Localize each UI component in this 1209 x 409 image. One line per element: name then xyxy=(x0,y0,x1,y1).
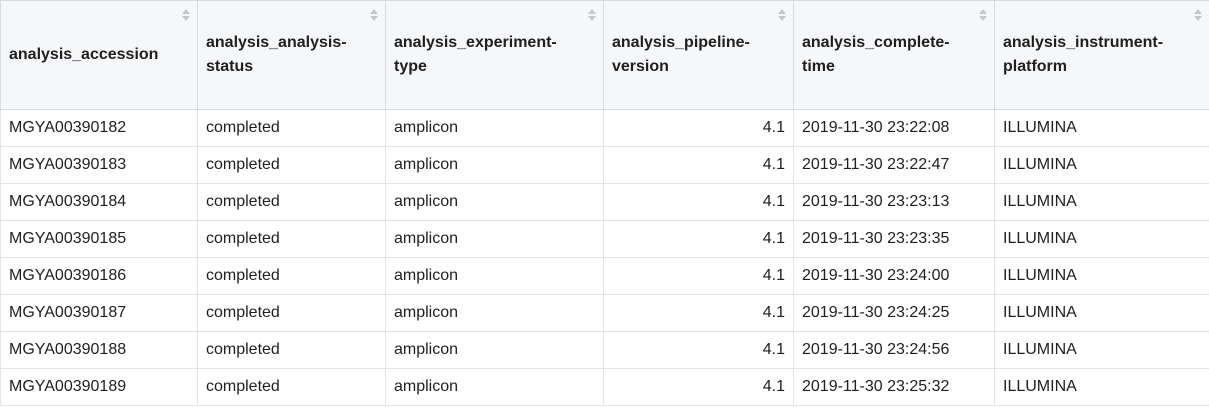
column-header-analysis-instrument-platform[interactable]: analysis_instrument-platform xyxy=(994,0,1209,110)
instrument-platform-cell: ILLUMINA xyxy=(994,257,1209,295)
column-header-analysis-accession[interactable]: analysis_accession xyxy=(0,0,198,110)
column-header-analysis-complete-time[interactable]: analysis_complete-time xyxy=(793,0,995,110)
column-header-analysis-analysis-status[interactable]: analysis_analysis-status xyxy=(197,0,386,110)
pipeline-version-cell: 4.1 xyxy=(603,294,794,332)
complete-time-cell: 2019-11-30 23:22:47 xyxy=(793,146,995,184)
sort-up-down-icon[interactable] xyxy=(979,8,987,22)
experiment-type-cell: amplicon xyxy=(385,183,604,221)
status-cell: completed xyxy=(197,257,386,295)
table-row: MGYA00390188 completed amplicon 4.1 2019-11-… xyxy=(0,331,1209,369)
accession-cell: MGYA00390189 xyxy=(0,368,198,406)
experiment-type-cell: amplicon xyxy=(385,331,604,369)
experiment-type-cell: amplicon xyxy=(385,146,604,184)
column-header-label: analysis_pipeline-version xyxy=(612,34,750,75)
experiment-type-cell: amplicon xyxy=(385,220,604,258)
experiment-type-cell: amplicon xyxy=(385,257,604,295)
status-cell: completed xyxy=(197,294,386,332)
table-row: MGYA00390185 completed amplicon 4.1 2019-11-… xyxy=(0,220,1209,258)
table-body: MGYA00390182 completed amplicon 4.1 2019-11-… xyxy=(0,109,1209,406)
column-header-label: analysis_complete-time xyxy=(802,34,950,75)
instrument-platform-cell: ILLUMINA xyxy=(994,146,1209,184)
status-cell: completed xyxy=(197,183,386,221)
instrument-platform-cell: ILLUMINA xyxy=(994,183,1209,221)
instrument-platform-cell: ILLUMINA xyxy=(994,368,1209,406)
status-cell: completed xyxy=(197,109,386,147)
column-header-analysis-pipeline-version[interactable]: analysis_pipeline-version xyxy=(603,0,794,110)
pipeline-version-cell: 4.1 xyxy=(603,183,794,221)
column-header-label: analysis_experiment-type xyxy=(394,34,557,75)
complete-time-cell: 2019-11-30 23:23:13 xyxy=(793,183,995,221)
complete-time-cell: 2019-11-30 23:25:32 xyxy=(793,368,995,406)
column-header-analysis-experiment-type[interactable]: analysis_experiment-type xyxy=(385,0,604,110)
table-row: MGYA00390184 completed amplicon 4.1 2019-11-… xyxy=(0,183,1209,221)
complete-time-cell: 2019-11-30 23:24:00 xyxy=(793,257,995,295)
instrument-platform-cell: ILLUMINA xyxy=(994,109,1209,147)
experiment-type-cell: amplicon xyxy=(385,368,604,406)
table-row: MGYA00390187 completed amplicon 4.1 2019-11-… xyxy=(0,294,1209,332)
pipeline-version-cell: 4.1 xyxy=(603,220,794,258)
pipeline-version-cell: 4.1 xyxy=(603,146,794,184)
complete-time-cell: 2019-11-30 23:24:56 xyxy=(793,331,995,369)
column-header-label: analysis_accession xyxy=(9,46,159,63)
instrument-platform-cell: ILLUMINA xyxy=(994,331,1209,369)
accession-cell: MGYA00390182 xyxy=(0,109,198,147)
sort-up-down-icon[interactable] xyxy=(370,8,378,22)
accession-cell: MGYA00390186 xyxy=(0,257,198,295)
pipeline-version-cell: 4.1 xyxy=(603,331,794,369)
complete-time-cell: 2019-11-30 23:24:25 xyxy=(793,294,995,332)
instrument-platform-cell: ILLUMINA xyxy=(994,220,1209,258)
pipeline-version-cell: 4.1 xyxy=(603,257,794,295)
sort-up-down-icon[interactable] xyxy=(778,8,786,22)
sort-up-down-icon[interactable] xyxy=(182,8,190,22)
experiment-type-cell: amplicon xyxy=(385,109,604,147)
table-row: MGYA00390189 completed amplicon 4.1 2019-11-… xyxy=(0,368,1209,406)
table-row: MGYA00390182 completed amplicon 4.1 2019-11-… xyxy=(0,109,1209,147)
table-row: MGYA00390186 completed amplicon 4.1 2019-11-… xyxy=(0,257,1209,295)
sort-up-down-icon[interactable] xyxy=(588,8,596,22)
pipeline-version-cell: 4.1 xyxy=(603,109,794,147)
status-cell: completed xyxy=(197,220,386,258)
complete-time-cell: 2019-11-30 23:23:35 xyxy=(793,220,995,258)
table-row: MGYA00390183 completed amplicon 4.1 2019-11-… xyxy=(0,146,1209,184)
instrument-platform-cell: ILLUMINA xyxy=(994,294,1209,332)
table-header: analysis_accession analysis_analysis-stat… xyxy=(0,0,1209,110)
pipeline-version-cell: 4.1 xyxy=(603,368,794,406)
accession-cell: MGYA00390188 xyxy=(0,331,198,369)
header-row: analysis_accession analysis_analysis-stat… xyxy=(0,0,1209,110)
accession-cell: MGYA00390187 xyxy=(0,294,198,332)
column-header-label: analysis_analysis-status xyxy=(206,34,347,75)
accession-cell: MGYA00390185 xyxy=(0,220,198,258)
status-cell: completed xyxy=(197,331,386,369)
status-cell: completed xyxy=(197,368,386,406)
accession-cell: MGYA00390184 xyxy=(0,183,198,221)
experiment-type-cell: amplicon xyxy=(385,294,604,332)
accession-cell: MGYA00390183 xyxy=(0,146,198,184)
status-cell: completed xyxy=(197,146,386,184)
sort-up-down-icon[interactable] xyxy=(1194,8,1202,22)
complete-time-cell: 2019-11-30 23:22:08 xyxy=(793,109,995,147)
column-header-label: analysis_instrument-platform xyxy=(1003,34,1164,75)
